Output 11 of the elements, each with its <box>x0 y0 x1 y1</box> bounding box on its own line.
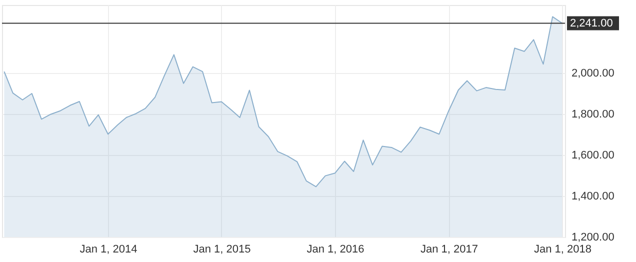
x-tick-label: Jan 1, 2018 <box>534 244 592 256</box>
x-tick-label: Jan 1, 2015 <box>193 244 251 256</box>
ref-line-label: 2,241.00 <box>570 17 613 30</box>
x-tick-label: Jan 1, 2016 <box>306 244 364 256</box>
x-tick-label: Jan 1, 2017 <box>420 244 478 256</box>
y-tick-label: 1,200.00 <box>572 232 614 244</box>
y-tick-label: 1,800.00 <box>572 108 614 120</box>
y-tick-label: 2,000.00 <box>572 67 614 80</box>
x-tick-label: Jan 1, 2014 <box>80 244 138 256</box>
y-tick-label: 1,600.00 <box>572 149 614 162</box>
y-tick-label: 1,400.00 <box>572 190 614 202</box>
